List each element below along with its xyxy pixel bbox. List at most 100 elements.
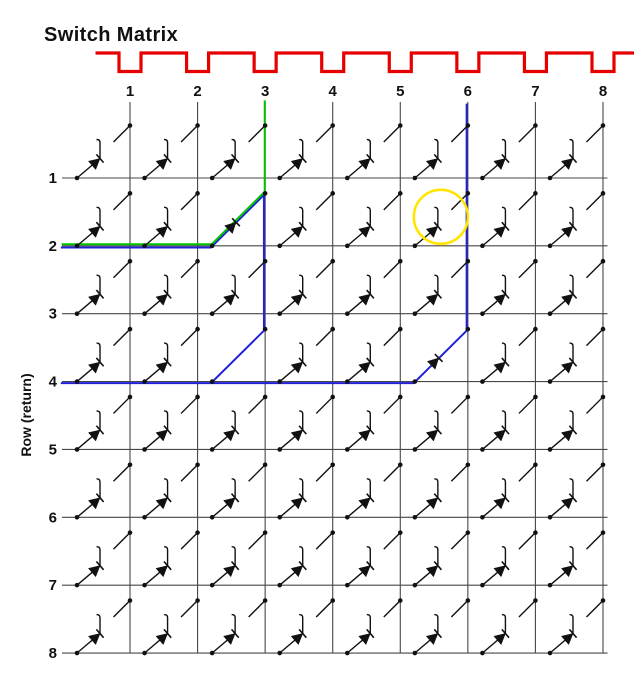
switch-contact-stub (501, 206, 507, 227)
diode-icon (155, 158, 168, 171)
switch-arm-open (518, 125, 536, 143)
switch-contact-stub (366, 478, 371, 498)
switch-cell-r8-c2 (142, 598, 200, 656)
switch-arm-open (248, 260, 266, 279)
switch-contact-stub (366, 274, 371, 295)
switch-contact-stub (366, 206, 371, 227)
switch-contact-stub (299, 545, 304, 566)
column-junction-dot (397, 394, 403, 400)
diode-icon (88, 633, 101, 646)
row-junction-dot (142, 175, 147, 181)
switch-cell-r4-c6 (412, 326, 471, 384)
switch-cell-r8-c8 (547, 598, 606, 656)
row-junction-dot (480, 311, 485, 317)
switch-arm-open (315, 192, 334, 211)
switch-cell-r3-c5 (344, 258, 403, 317)
switch-arm-open (248, 396, 266, 414)
switch-cell-r6-c5 (344, 462, 403, 520)
row-junction-dot (547, 243, 553, 249)
diode-icon (290, 361, 304, 374)
switch-cell-r7-c7 (480, 530, 538, 588)
switch-cell-r2-c8 (547, 191, 606, 249)
switch-arm-open (585, 532, 604, 550)
row-junction-dot (480, 175, 485, 181)
column-junction-dot (465, 462, 471, 468)
diode-icon (155, 361, 168, 374)
switch-contact-stub (96, 545, 101, 566)
column-junction-dot (533, 394, 538, 400)
diode-icon (223, 565, 236, 578)
diode-icon (425, 429, 439, 442)
switch-cell-r1-c4 (277, 123, 336, 181)
switch-contact-stub (231, 138, 236, 159)
switch-contact-stub (96, 410, 101, 430)
column-label: 8 (599, 83, 607, 100)
switch-contact-stub (231, 613, 236, 634)
switch-contact-stub (569, 138, 574, 159)
diode-icon (155, 633, 168, 646)
switch-contact-stub (434, 478, 439, 498)
row-junction-dot (412, 379, 418, 384)
column-label: 7 (531, 83, 539, 100)
row-junction-dot (344, 175, 350, 181)
column-junction-dot (195, 394, 200, 400)
switch-cell-r5-c6 (412, 394, 471, 452)
switch-contact-stub (299, 410, 304, 430)
switch-arm-open (180, 396, 199, 414)
switch-cell-r3-c8 (547, 258, 606, 317)
diode-icon (290, 429, 304, 442)
column-label: 4 (329, 83, 338, 100)
switch-arm-open (113, 532, 131, 550)
switch-cell-r3-c2 (142, 258, 200, 317)
row-junction-dot (480, 582, 485, 588)
column-junction-dot (533, 462, 538, 468)
switch-cell-r5-c4 (277, 394, 336, 452)
diode-icon (560, 293, 574, 306)
column-junction-dot (465, 598, 471, 603)
column-junction-dot (262, 394, 268, 400)
diode-icon (560, 633, 574, 646)
column-label: 1 (126, 83, 134, 100)
row-junction-dot (74, 243, 80, 249)
switch-contact-stub (96, 613, 101, 634)
row-junction-dot (74, 650, 80, 656)
row-junction-dot (142, 582, 147, 588)
active-scan-path-green (61, 100, 266, 246)
column-junction-dot (533, 258, 538, 264)
switch-arm-open (585, 125, 604, 143)
column-junction-dot (533, 191, 538, 196)
switch-arm-open (450, 600, 469, 618)
row-junction-dot (142, 650, 147, 656)
diode-icon (560, 429, 574, 442)
diode-icon (223, 429, 236, 442)
column-junction-dot (465, 191, 471, 196)
diode-icon (493, 633, 506, 646)
switch-arm-open (450, 532, 469, 550)
column-junction-dot (465, 123, 471, 128)
switch-cell-r1-c6 (412, 123, 471, 181)
ghost-current-path-blue (60, 103, 468, 385)
row-junction-dot (277, 650, 283, 656)
switch-contact-stub (501, 478, 507, 498)
row-junction-dot (74, 515, 80, 520)
scan-clock-waveform (95, 51, 634, 74)
diode-icon (88, 361, 101, 374)
diode-icon (493, 158, 506, 171)
column-junction-dot (195, 258, 200, 264)
switch-cell-r7-c8 (547, 530, 606, 588)
switch-arm-open (248, 532, 266, 550)
switch-cell-r8-c4 (277, 598, 336, 656)
switch-contact-stub (569, 274, 574, 295)
switch-arm-open (518, 464, 536, 482)
diode-icon (425, 226, 439, 238)
row-junction-dot (412, 447, 418, 452)
switch-contact-stub (434, 138, 439, 159)
switch-arm-open (450, 125, 469, 143)
switch-cell-r4-c7 (480, 326, 538, 384)
switch-arm-open (383, 600, 401, 618)
switch-cell-r6-c7 (480, 462, 538, 520)
ghost-key-highlight-circle (412, 188, 470, 246)
active-scan-path-green-trace (61, 100, 266, 246)
diode-icon (155, 497, 168, 510)
diode-icon (358, 429, 371, 442)
